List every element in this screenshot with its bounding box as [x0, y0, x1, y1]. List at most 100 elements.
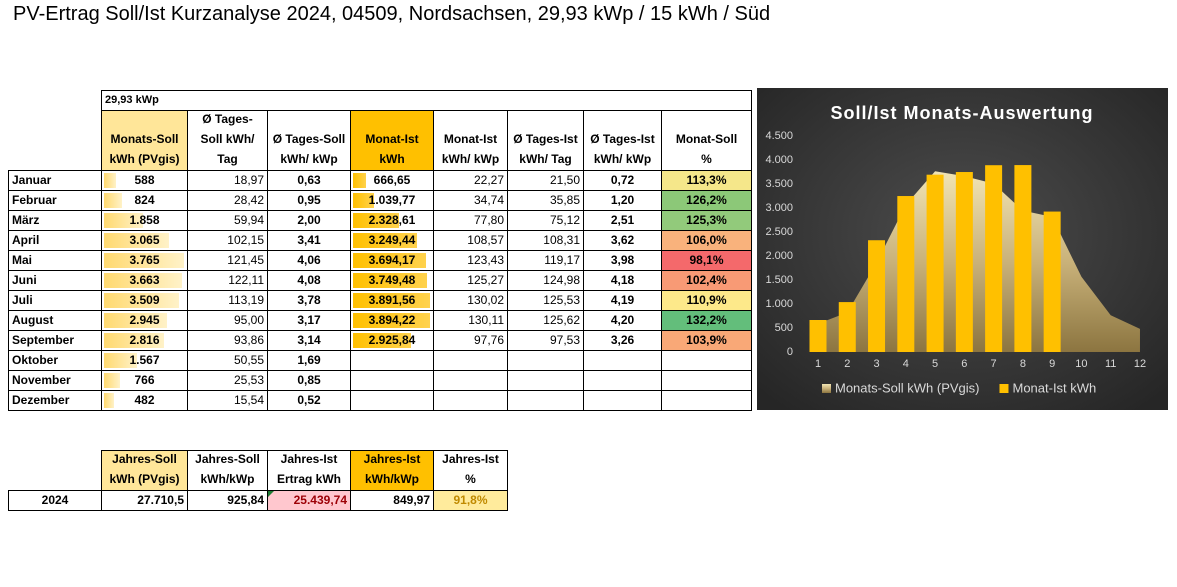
cell-text: 2024: [41, 493, 69, 507]
table-cell: [507, 370, 584, 391]
table-cell: 0,72: [583, 170, 662, 191]
header-text: Jahres-Ist: [442, 452, 499, 466]
cell-text: Februar: [12, 193, 57, 207]
table-cell: 588: [101, 170, 188, 191]
cell-text: Oktober: [12, 353, 59, 367]
cell-text: September: [12, 333, 75, 347]
table-cell: [661, 390, 752, 411]
legend-swatch: [822, 384, 831, 393]
table-cell: 110,9%: [661, 290, 752, 311]
cell-text: 3.663: [129, 273, 160, 287]
cell-text: 0,95: [297, 193, 321, 207]
table-cell: 35,85: [507, 190, 584, 211]
cell-text: 108,57: [467, 233, 504, 247]
table-cell: 91,8%: [433, 490, 508, 511]
y-tick-label: 4.500: [765, 130, 793, 142]
header-text: Jahres-Soll: [112, 452, 177, 466]
bar: [1043, 211, 1061, 352]
cell-text: 132,2%: [686, 313, 727, 327]
header-text: Soll kWh/: [200, 132, 255, 146]
table-cell: [433, 350, 508, 371]
table-cell: 3.749,48: [350, 270, 434, 291]
table-cell: 666,65: [350, 170, 434, 191]
table-cell: 125,62: [507, 310, 584, 331]
cell-text: 1.039,77: [368, 193, 416, 207]
table-cell: [507, 350, 584, 371]
header-text: Jahres-Ist: [363, 452, 421, 466]
table-cell: 132,2%: [661, 310, 752, 331]
cell-text: 50,55: [233, 353, 264, 367]
table-cell: 3,98: [583, 250, 662, 271]
sheet-title: PV-Ertrag Soll/Ist Kurzanalyse 2024, 045…: [13, 3, 771, 25]
table-cell: 97,53: [507, 330, 584, 351]
table-cell: 2.328,61: [350, 210, 434, 231]
cell-text: Januar: [12, 173, 52, 187]
table-cell: 75,12: [507, 210, 584, 231]
cell-text: 97,53: [549, 333, 580, 347]
cell-text: 34,74: [473, 193, 504, 207]
header-cell: [187, 450, 268, 491]
table-cell: 3,17: [267, 310, 351, 331]
table-cell: 0,63: [267, 170, 351, 191]
cell-text: 0,52: [297, 393, 321, 407]
cell-text: 125,3%: [686, 213, 727, 227]
cell-text: 75,12: [549, 213, 580, 227]
table-cell: 0,85: [267, 370, 351, 391]
cell-text: 102,15: [227, 233, 264, 247]
cell-text: 1,69: [297, 353, 321, 367]
table-cell: April: [8, 230, 102, 251]
cell-text: 3,41: [297, 233, 321, 247]
data-bar: [104, 293, 179, 308]
table-cell: Februar: [8, 190, 102, 211]
header-text: %: [701, 152, 712, 166]
x-tick-label: 2: [844, 358, 850, 370]
cell-text: 25,53: [233, 373, 264, 387]
table-cell: 3.663: [101, 270, 188, 291]
header-cell: [350, 110, 434, 171]
header-text: %: [465, 472, 476, 486]
cell-text: 3.891,56: [368, 293, 416, 307]
cell-text: 0,72: [610, 173, 635, 187]
table-caption: 29,93 kWp: [101, 90, 752, 111]
bar: [985, 165, 1003, 352]
x-tick-label: 8: [1020, 358, 1026, 370]
cell-text: 18,97: [233, 173, 264, 187]
table-cell: 102,4%: [661, 270, 752, 291]
table-cell: 125,27: [433, 270, 508, 291]
cell-text: 2.816: [129, 333, 160, 347]
header-text: Ø Tages-Soll: [272, 132, 346, 146]
table-cell: 1.567: [101, 350, 188, 371]
table-cell: 108,57: [433, 230, 508, 251]
cell-text: 28,42: [233, 193, 264, 207]
table-cell: 113,3%: [661, 170, 752, 191]
cell-text: 27.710,5: [137, 493, 184, 507]
table-cell: 108,31: [507, 230, 584, 251]
table-cell: Oktober: [8, 350, 102, 371]
data-bar: [353, 173, 367, 188]
cell-text: 3,14: [297, 333, 321, 347]
cell-text: 130,11: [468, 313, 504, 327]
data-bar: [104, 173, 117, 188]
cell-text: 124,98: [543, 273, 580, 287]
table-cell: 27.710,5: [101, 490, 188, 511]
bar: [838, 302, 856, 352]
cell-text: 4,06: [297, 253, 321, 267]
cell-text: 103,9%: [686, 333, 727, 347]
header-cell: [661, 110, 752, 171]
table-cell: 93,86: [187, 330, 268, 351]
x-tick-label: 1: [815, 358, 821, 370]
table-cell: 130,11: [433, 310, 508, 331]
header-text: kWh/ kWp: [593, 152, 652, 166]
table-cell: 2.945: [101, 310, 188, 331]
table-cell: 95,00: [187, 310, 268, 331]
data-bar: [104, 233, 170, 248]
table-cell: 2,51: [583, 210, 662, 231]
cell-text: 1.567: [129, 353, 160, 367]
table-cell: 59,94: [187, 210, 268, 231]
cell-text: 3,78: [297, 293, 321, 307]
table-cell: 824: [101, 190, 188, 211]
table-cell: 1.039,77: [350, 190, 434, 211]
table-cell: Mai: [8, 250, 102, 271]
data-bar: [353, 333, 411, 348]
table-cell: Juni: [8, 270, 102, 291]
